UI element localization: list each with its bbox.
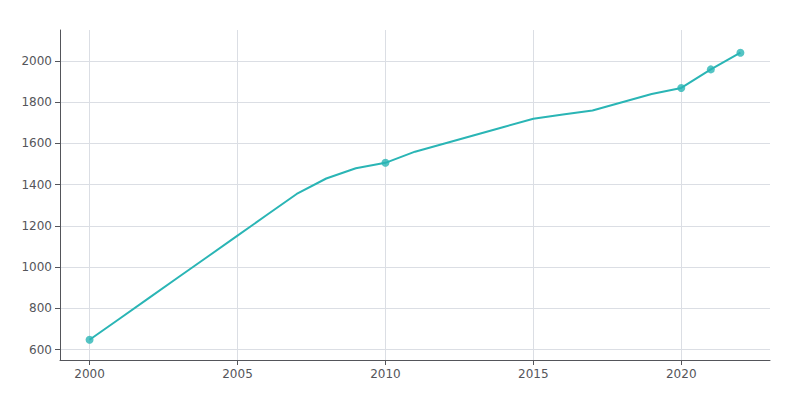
svg-text:2005: 2005 — [222, 367, 253, 381]
svg-text:800: 800 — [29, 301, 52, 315]
svg-text:2020: 2020 — [666, 367, 697, 381]
svg-text:2015: 2015 — [518, 367, 549, 381]
svg-text:1400: 1400 — [21, 178, 52, 192]
svg-text:2010: 2010 — [370, 367, 401, 381]
svg-text:600: 600 — [29, 343, 52, 357]
svg-text:1600: 1600 — [21, 136, 52, 150]
svg-text:1800: 1800 — [21, 95, 52, 109]
svg-text:2000: 2000 — [74, 367, 105, 381]
svg-text:1200: 1200 — [21, 219, 52, 233]
svg-text:1000: 1000 — [21, 260, 52, 274]
svg-text:2000: 2000 — [21, 54, 52, 68]
